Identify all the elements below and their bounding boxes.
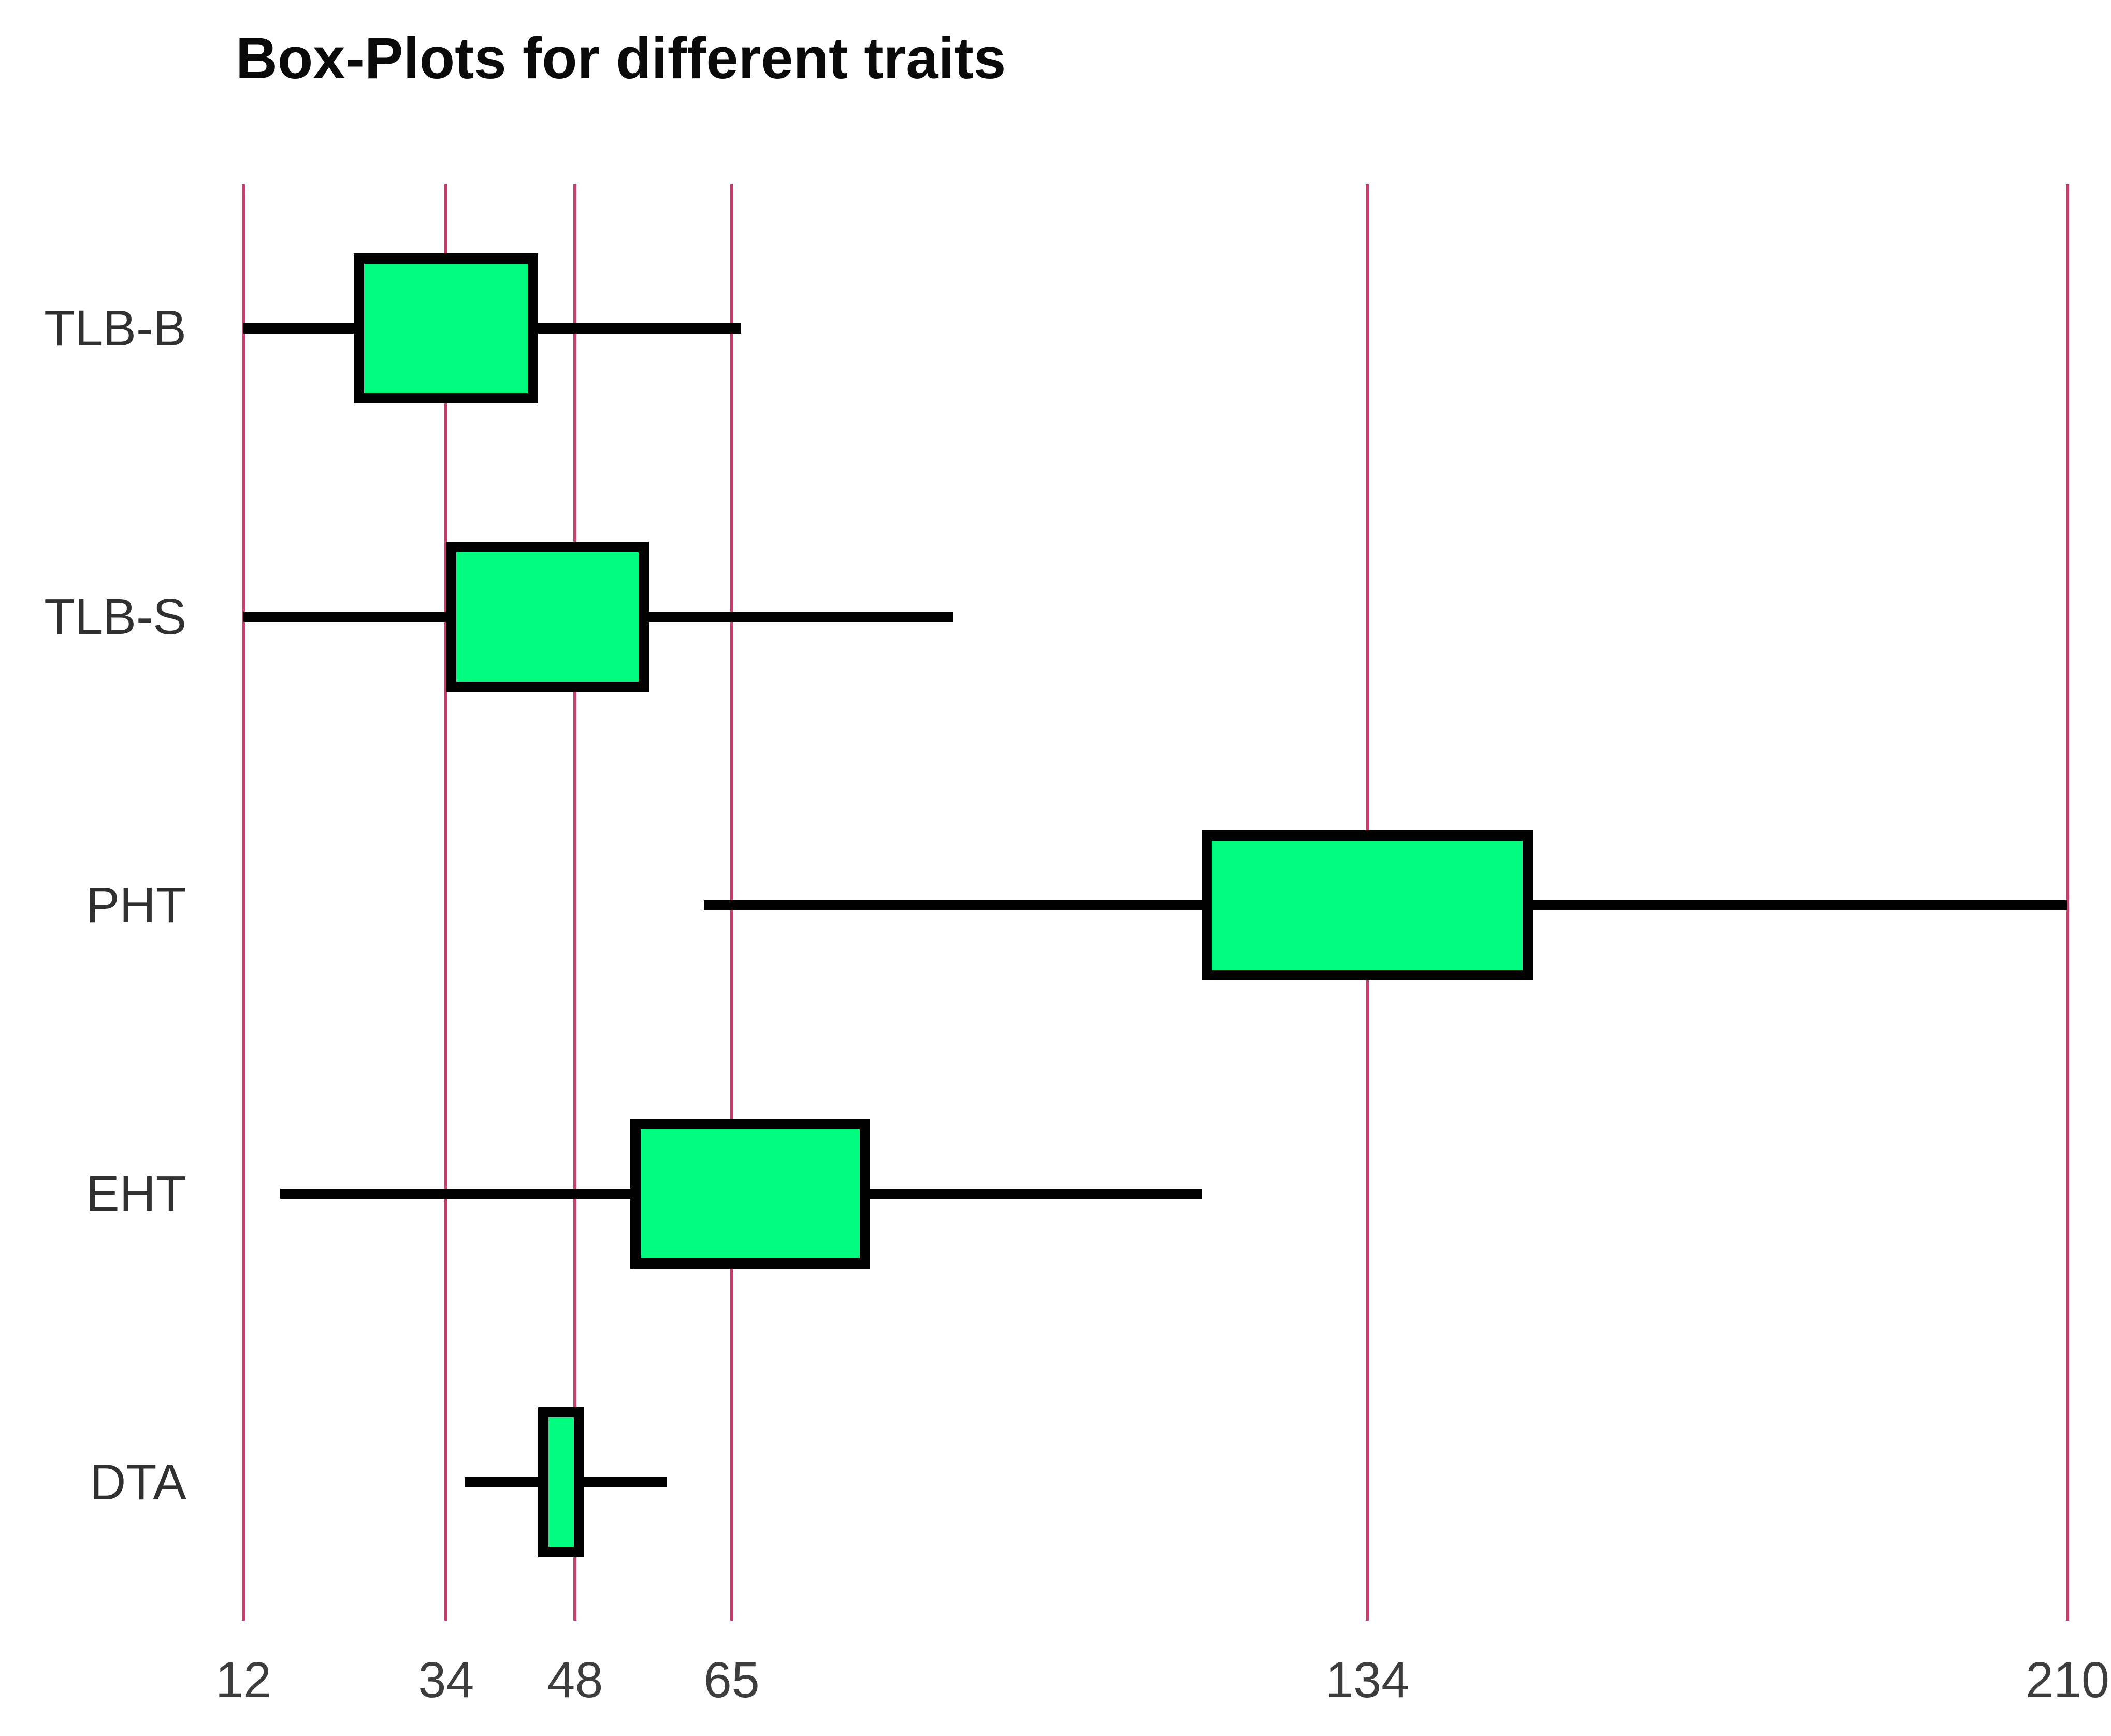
box (538, 1407, 585, 1557)
gridline (242, 184, 245, 1621)
gridline (2066, 184, 2069, 1621)
box (1201, 830, 1534, 980)
x-tick-label: 134 (1325, 1652, 1410, 1708)
box (354, 253, 539, 403)
y-category-label: PHT (86, 877, 186, 933)
gridline (573, 184, 577, 1621)
gridline (444, 184, 448, 1621)
x-tick-label: 210 (2026, 1652, 2109, 1708)
x-tick-label: 34 (418, 1652, 474, 1708)
box (446, 542, 649, 692)
y-category-label: DTA (90, 1454, 186, 1510)
x-tick-label: 65 (703, 1652, 760, 1708)
y-category-label: TLB-S (44, 588, 186, 645)
chart-title: Box-Plots for different traits (236, 26, 1006, 91)
box (630, 1119, 870, 1269)
x-tick-label: 12 (215, 1652, 271, 1708)
y-category-label: TLB-B (44, 300, 186, 356)
y-category-label: EHT (86, 1165, 186, 1222)
x-tick-label: 48 (547, 1652, 603, 1708)
